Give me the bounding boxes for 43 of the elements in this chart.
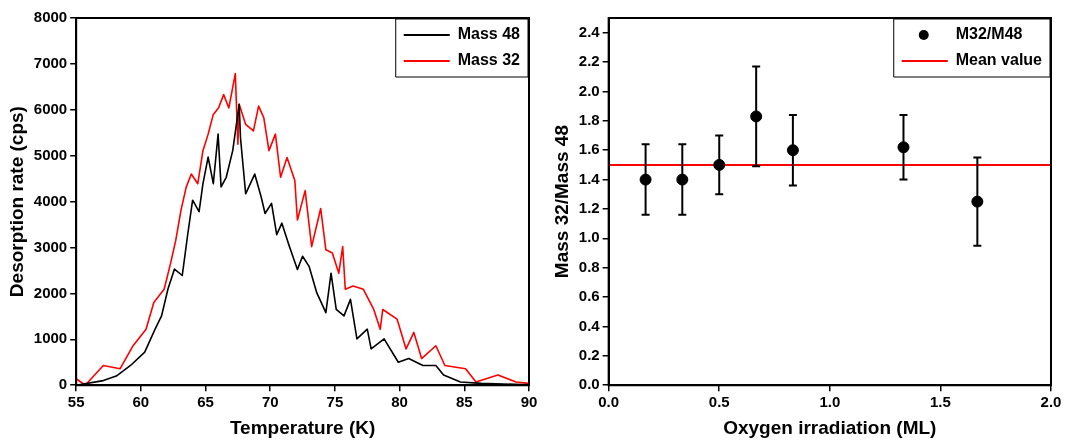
y-tick-label: 7000	[33, 54, 68, 72]
x-tick-label: 70	[261, 393, 279, 411]
y-tick-label: 1.4	[578, 169, 601, 187]
y-tick-label: 8000	[33, 8, 68, 26]
x-tick-label: 1.0	[819, 393, 841, 411]
x-tick-label: 2.0	[1040, 393, 1062, 411]
x-tick-label: 80	[391, 393, 408, 411]
y-tick-label: 2000	[33, 283, 68, 301]
y-tick-label: 3000	[33, 237, 68, 255]
y-tick-label: 0.8	[578, 257, 600, 275]
y-tick-label: 1.2	[578, 199, 600, 217]
y-tick-label: 2.0	[578, 81, 600, 99]
x-axis-title: Oxygen irradiation (ML)	[723, 416, 937, 438]
y-tick-label: 6000	[33, 99, 68, 117]
legend-label: Mass 48	[457, 25, 521, 43]
y-tick-label: 1.8	[578, 110, 600, 128]
y-tick-label: 2.4	[578, 22, 601, 40]
y-tick-label: 0.0	[578, 375, 600, 393]
y-tick-label: 5000	[33, 145, 68, 163]
x-tick-label: 65	[197, 393, 214, 411]
x-tick-label: 0.5	[708, 393, 730, 411]
x-tick-label: 85	[455, 393, 473, 411]
legend-label: Mass 32	[457, 51, 521, 69]
x-tick-label: 75	[326, 393, 344, 411]
x-tick-label: 1.5	[929, 393, 951, 411]
y-tick-label: 0.4	[578, 316, 601, 334]
y-tick-label: 2.2	[578, 52, 600, 70]
y-tick-label: 1.0	[578, 228, 600, 246]
y-tick-label: 0.2	[578, 345, 600, 363]
x-tick-label: 90	[520, 393, 538, 411]
x-tick-label: 55	[67, 393, 85, 411]
y-axis-title: Mass 32/Mass 48	[550, 125, 572, 279]
y-tick-label: 4000	[33, 191, 68, 209]
legend-label: M32/M48	[955, 25, 1023, 43]
y-tick-label: 0.6	[578, 287, 600, 305]
y-tick-label: 0	[58, 375, 68, 393]
legend-label: Mean value	[955, 51, 1043, 69]
x-axis-title: Temperature (K)	[229, 416, 376, 438]
x-tick-label: 0.0	[598, 393, 620, 411]
y-axis-title: Desorption rate (cps)	[5, 106, 27, 298]
y-tick-label: 1000	[33, 329, 68, 347]
x-tick-label: 60	[132, 393, 150, 411]
y-tick-label: 1.6	[578, 140, 600, 158]
